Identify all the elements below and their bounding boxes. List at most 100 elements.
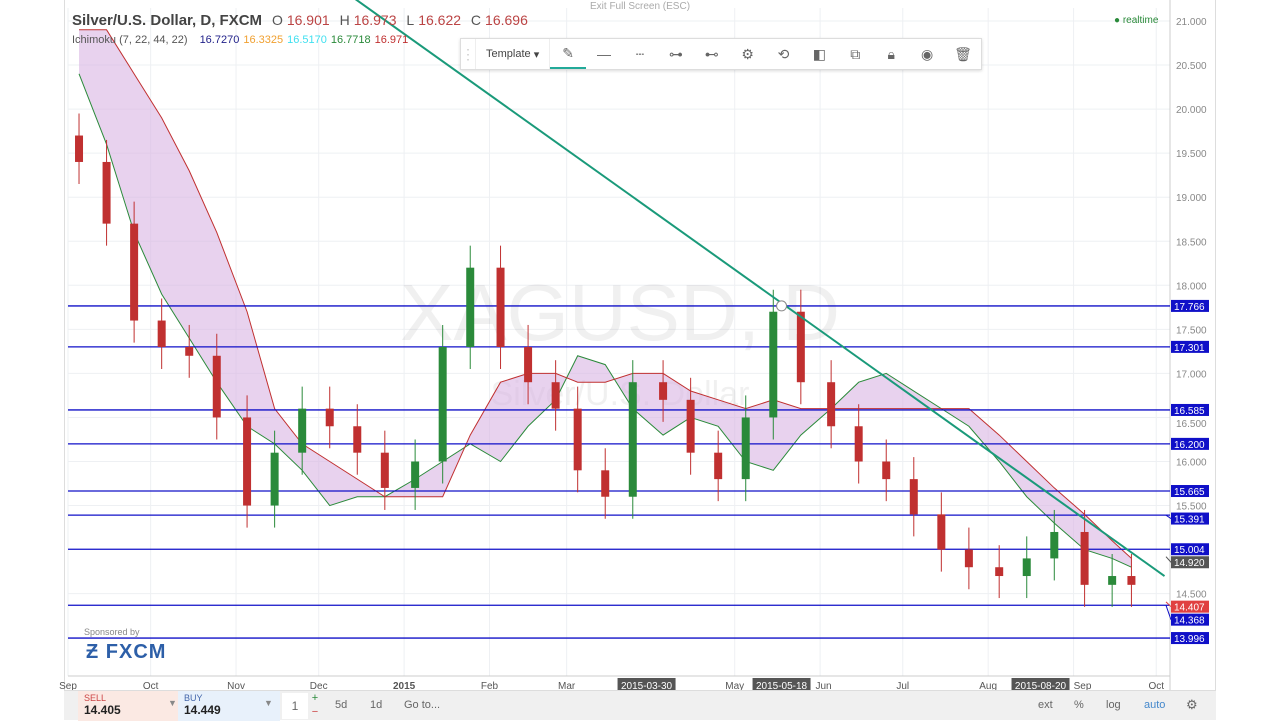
line-endpoints-icon[interactable]: ⊶ — [668, 45, 683, 62]
candle-body — [573, 408, 582, 471]
line-width-icon[interactable]: ⊷ — [704, 45, 719, 62]
lock-icon[interactable]: 🔒︎ — [887, 45, 895, 62]
level-price-label: 15.665 — [1174, 487, 1205, 498]
trash-icon[interactable]: 🗑︎ — [954, 45, 972, 62]
x-tick-label: Dec — [310, 681, 328, 692]
symbol-title[interactable]: Silver/U.S. Dollar, D, FXCM — [72, 12, 263, 29]
range-5d-button[interactable]: 5d — [335, 699, 348, 711]
stack-icon[interactable]: ⧉ — [850, 45, 861, 62]
drawing-toolbar: ⋮ Template ▾ ✎ — ┄ ⊶ ⊷ ⚙ ⟲ ◧ ⧉ 🔒︎ ◉ 🗑︎ — [460, 38, 982, 70]
log-toggle[interactable]: log — [1106, 699, 1121, 711]
settings-gear-icon[interactable]: ⚙ — [1186, 697, 1198, 712]
x-tick-label: Jul — [896, 681, 909, 692]
indicator-value: 16.5170 — [287, 34, 327, 46]
gear-icon[interactable]: ⚙ — [741, 45, 754, 62]
level-price-label: 15.391 — [1174, 515, 1205, 526]
level-price-badge — [1171, 632, 1209, 645]
template-dropdown[interactable]: Template ▾ — [475, 39, 551, 69]
realtime-label: realtime — [1122, 15, 1159, 26]
buy-dropdown-icon[interactable]: ▼ — [264, 698, 273, 708]
open-value: 16.901 — [286, 12, 330, 28]
bottom-bar: SELL 14.405 ▼ BUY 14.449 ▼ 1 + − 5d 1d Go … — [64, 690, 1216, 721]
candle-body — [882, 461, 891, 480]
low-label: L — [406, 12, 415, 28]
quantity-increase-button[interactable]: + — [311, 692, 319, 704]
badge-connector — [1165, 605, 1172, 620]
candle-body — [741, 417, 750, 480]
sell-label: SELL — [84, 693, 107, 703]
visibility-icon[interactable]: ◧ — [812, 45, 827, 62]
exit-fullscreen-button[interactable]: Exit Full Screen (ESC) — [590, 1, 691, 12]
y-tick-label: 16.000 — [1176, 458, 1207, 469]
quantity-decrease-button[interactable]: − — [311, 706, 319, 718]
indicator-value: 16.971 — [374, 34, 409, 46]
level-price-badge — [1171, 613, 1209, 626]
cloud-span-b-line — [79, 29, 1132, 559]
date-badge — [752, 678, 811, 692]
sell-dropdown-icon[interactable]: ▼ — [168, 698, 177, 708]
level-price-badge — [1171, 403, 1209, 416]
quantity-input[interactable]: 1 — [282, 693, 308, 719]
candle-body — [75, 135, 84, 162]
candle-body — [438, 346, 447, 462]
candle-body — [102, 161, 111, 224]
fxcm-brand: FXCM — [105, 641, 167, 663]
x-tick-label: Nov — [227, 681, 245, 692]
y-tick-label: 14.500 — [1176, 590, 1207, 601]
indicator-title[interactable]: Ichimoku (7, 22, 44, 22) — [72, 34, 188, 46]
range-1d-button[interactable]: 1d — [370, 699, 383, 711]
y-tick-label: 17.500 — [1176, 325, 1207, 336]
candle-body — [995, 567, 1004, 577]
low-value: 16.622 — [418, 12, 462, 28]
clone-icon[interactable]: ⟲ — [777, 45, 790, 62]
line-dash-icon[interactable]: ┄ — [635, 45, 645, 62]
sell-button[interactable]: SELL 14.405 — [78, 691, 179, 721]
candle-body — [466, 267, 475, 347]
x-tick-label: Feb — [481, 681, 499, 692]
high-value: 16.973 — [353, 12, 397, 28]
indicator-value: 16.7270 — [199, 34, 240, 46]
candle-body — [157, 320, 166, 347]
close-value: 16.696 — [485, 12, 528, 28]
auto-toggle[interactable]: auto — [1144, 699, 1166, 711]
pencil-icon[interactable]: ✎ — [550, 39, 587, 69]
candle-body — [551, 382, 560, 409]
y-tick-label: 18.000 — [1176, 281, 1207, 292]
x-tick-label: Aug — [979, 681, 997, 692]
buy-price: 14.449 — [184, 703, 221, 717]
eye-icon[interactable]: ◉ — [920, 45, 934, 62]
candle-body — [353, 426, 362, 453]
fxcm-logo[interactable]: Ƶ FXCM — [86, 641, 167, 663]
date-badge-label: 2015-05-18 — [756, 681, 808, 692]
line-style-icon[interactable]: — — [597, 46, 612, 62]
candle-body — [1080, 531, 1089, 585]
last-price-badge — [1171, 600, 1209, 613]
candle-body — [1127, 576, 1136, 585]
candle-body — [243, 417, 252, 506]
high-label: H — [339, 12, 350, 28]
x-tick-label: Jun — [815, 681, 831, 692]
goto-button[interactable]: Go to... — [404, 699, 441, 711]
y-tick-label: 20.500 — [1176, 61, 1207, 72]
ext-toggle[interactable]: ext — [1038, 699, 1053, 711]
y-tick-label: 17.000 — [1176, 369, 1207, 380]
percent-toggle[interactable]: % — [1074, 699, 1084, 711]
badge-connector — [1165, 514, 1172, 519]
x-tick-label: Mar — [558, 681, 576, 692]
candle-body — [1022, 558, 1031, 577]
y-tick-label: 21.000 — [1176, 17, 1207, 28]
sponsor-label: Sponsored by — [84, 627, 140, 637]
buy-button[interactable]: BUY 14.449 — [178, 691, 280, 721]
y-tick-label: 18.500 — [1176, 237, 1207, 248]
candle-body — [270, 452, 279, 506]
drag-handle[interactable]: ⋮ — [461, 45, 475, 62]
y-tick-label: 16.500 — [1176, 419, 1207, 430]
candle-body — [325, 408, 334, 427]
candle-body — [964, 549, 973, 568]
candle-body — [659, 382, 668, 400]
candle-body — [937, 514, 946, 550]
candle-body — [854, 426, 863, 462]
candle-body — [411, 461, 420, 488]
open-label: O — [271, 12, 283, 28]
